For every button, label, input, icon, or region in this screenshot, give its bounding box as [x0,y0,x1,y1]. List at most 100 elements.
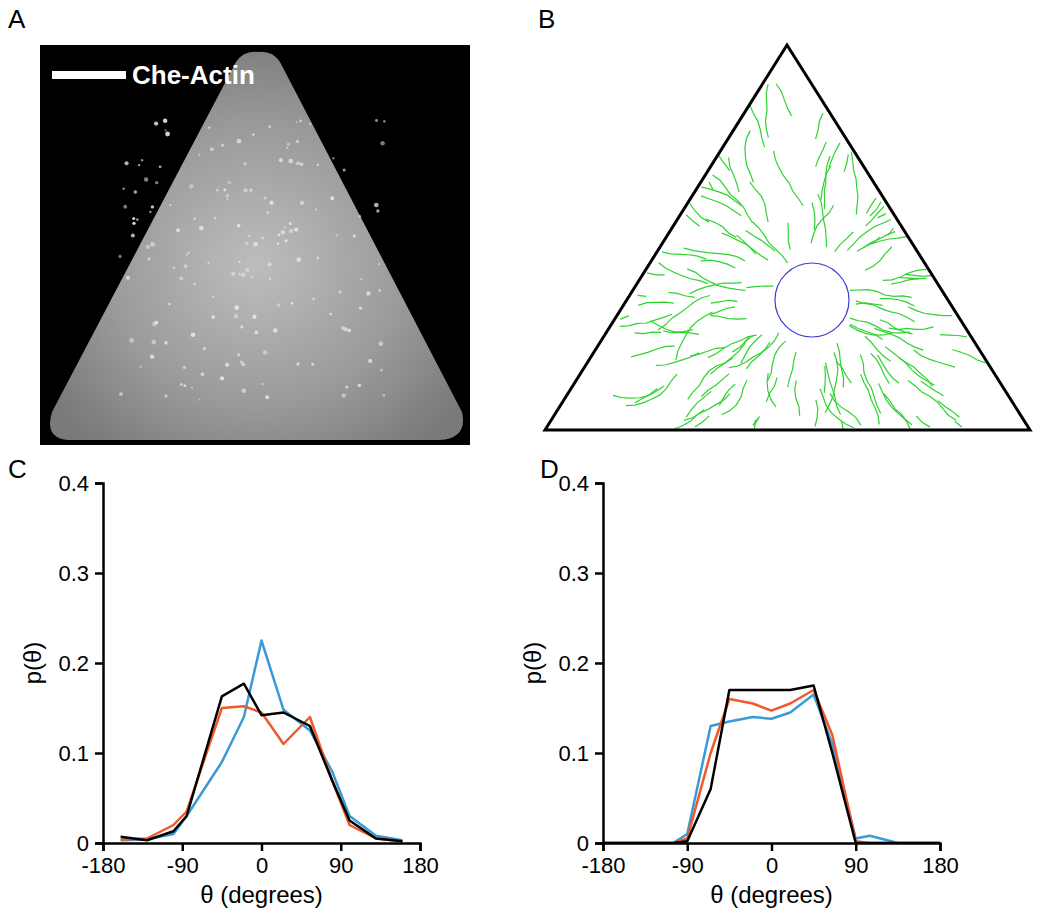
speckle [358,384,361,387]
y-tick-mark [95,752,103,755]
x-axis: -180-90090180 [581,843,958,878]
y-tick-label: 0.2 [58,651,89,676]
speckle [273,328,278,333]
speckle [347,328,351,332]
trajectory [638,302,674,305]
trajectory [729,158,739,192]
x-axis-line [604,844,941,852]
speckle [336,234,338,236]
trajectory [701,374,729,397]
speckle [176,228,180,232]
trajectory [820,389,854,428]
trajectory [689,283,741,294]
trajectory [620,314,672,326]
trajectory [824,156,830,209]
x-tick-mark [261,843,264,851]
speckle [163,119,168,124]
speckle [376,209,379,212]
trajectory [709,307,735,315]
panel-letter: A [8,4,26,34]
x-tick: 180 [922,843,959,878]
trajectory [650,321,692,332]
speckle [164,341,168,345]
trajectory [816,113,823,139]
x-tick: 0 [766,843,778,878]
speckle [131,233,135,237]
x-tick-label: 180 [402,853,439,878]
x-axis: -180-90090180 [81,843,438,878]
speckle [189,184,193,188]
speckle [296,121,298,123]
speckle [312,298,315,301]
speckle [338,290,342,294]
speckle [132,222,135,225]
diagram-panel [545,45,1030,430]
trajectory [732,335,753,352]
trajectory [708,335,757,358]
y-tick: 0.4 [558,471,603,496]
speckle [221,144,225,148]
speckle [329,313,332,316]
trajectory [899,277,926,278]
y-tick-label: 0.2 [558,651,589,676]
y-axis-line [95,484,104,844]
trajectory [818,194,827,247]
y-axis: 00.10.20.30.4 [558,471,603,856]
trajectory [711,316,747,320]
x-tick-mark [687,843,690,851]
trajectory [836,361,851,383]
figure: Che-ActinABC-180-9009018000.10.20.30.4θ … [0,0,1058,915]
trajectory [857,237,880,251]
trajectory [701,187,741,206]
speckle [231,272,235,276]
speckle [382,394,385,397]
speckle [380,369,383,372]
trajectory [884,394,910,430]
speckle [216,189,219,192]
trajectory [898,357,932,386]
y-tick-mark [595,482,603,485]
speckle [237,353,240,356]
trajectory [613,386,664,398]
speckle [254,331,258,335]
speckle [278,234,281,237]
speckle [183,366,186,369]
plot-lines [603,686,940,844]
trajectory [795,380,800,415]
speckle [146,245,150,249]
trajectory [750,182,768,222]
x-tick-label: -90 [672,853,704,878]
speckle [134,190,137,193]
data-line [603,695,940,844]
x-tick-mark [771,843,774,851]
trajectory [658,296,710,330]
speckle [237,224,241,228]
y-tick: 0 [577,831,603,856]
speckle [184,264,188,268]
speckle [169,204,171,206]
speckle [268,125,271,128]
image-label: Che-Actin [132,60,255,90]
speckle [236,139,241,144]
y-tick-label: 0.1 [58,741,89,766]
trajectory [686,215,700,227]
trajectory [880,320,913,334]
x-tick-label: 180 [922,853,959,878]
speckle [164,129,166,131]
speckle [173,266,176,269]
speckle [243,188,247,192]
y-tick: 0.2 [58,651,103,676]
speckle [151,340,156,345]
speckle [311,363,314,366]
speckle [245,242,248,245]
y-tick-mark [95,662,103,665]
speckle [265,395,269,399]
speckle [277,303,280,306]
x-tick-mark [419,843,422,851]
trajectory [856,301,915,322]
speckle [383,120,385,122]
trajectory [852,152,858,214]
trajectory [815,400,818,427]
image-background [40,45,470,445]
speckle [234,305,239,310]
